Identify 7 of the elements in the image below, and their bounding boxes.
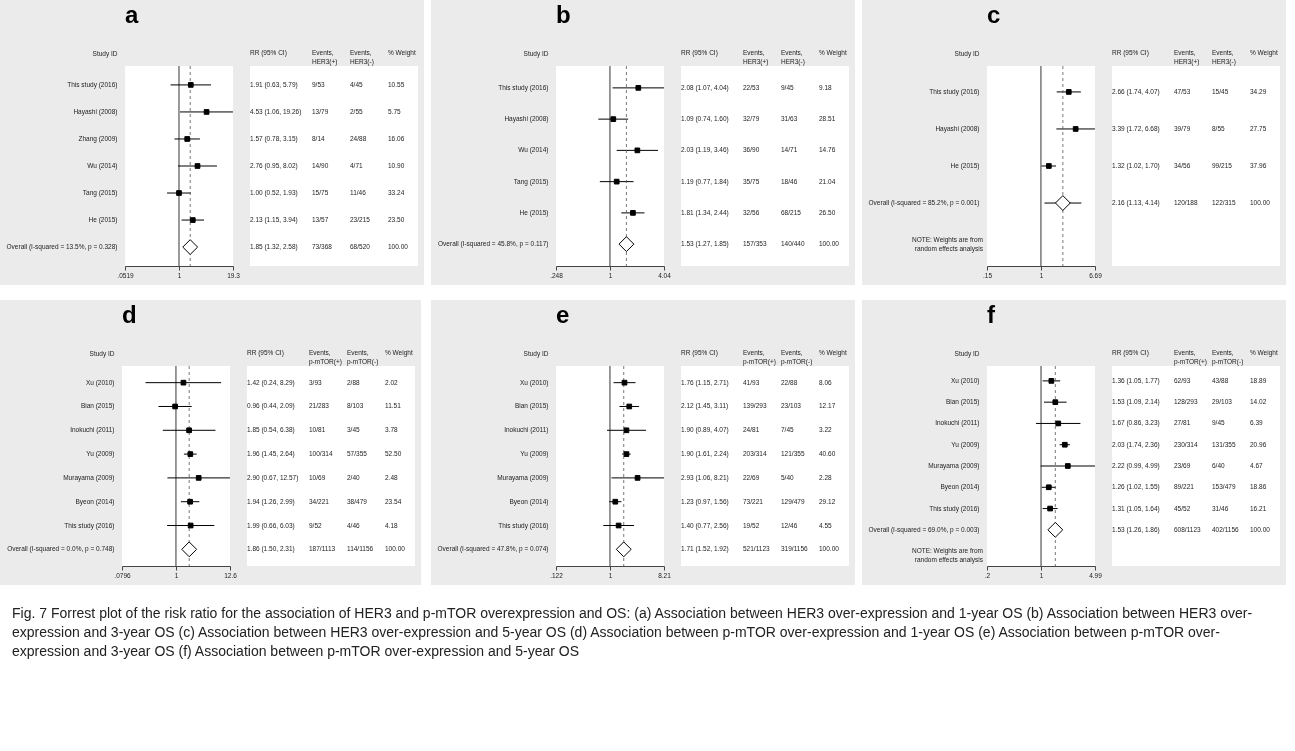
chart-title: f — [987, 301, 996, 328]
chart-title: b — [556, 1, 571, 28]
chart-title: a — [125, 1, 139, 28]
caption: Fig. 7 Forrest plot of the risk ratio for the association of HER3 and p-mTOR overexpression and OS: (a) Association between HER3 over-expression and 1-year OS (b) Association between HER3 over-expression and 3-year OS (c) Association between HER3 over-expression and 5-year OS (d) Association between p-mTOR over-expression and 1-year OS (e) Association between p-mTOR over-expression and 3-year OS (f) Association between p-mTOR over-expression and 5-year OS — [12, 604, 1254, 661]
chart-title: d — [122, 301, 137, 328]
chart-title: e — [556, 301, 570, 328]
chart-title: c — [987, 1, 1001, 28]
